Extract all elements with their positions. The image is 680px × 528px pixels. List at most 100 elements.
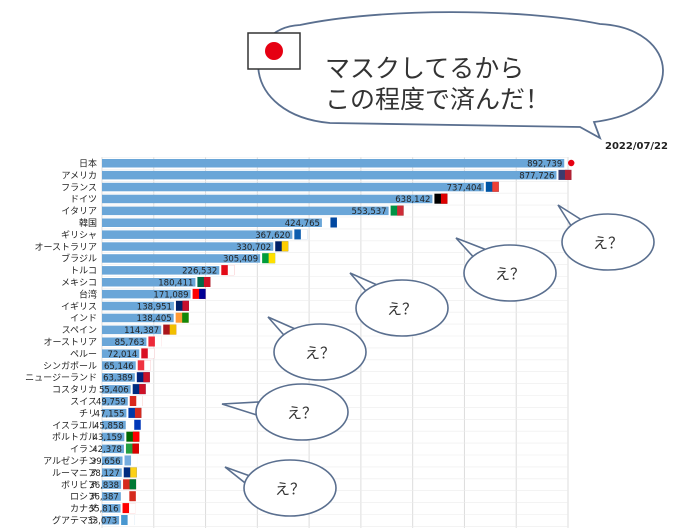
flags xyxy=(121,159,575,525)
bar xyxy=(102,432,125,442)
category-label: インド xyxy=(70,314,97,324)
value-label: 47,155 xyxy=(95,409,125,419)
small-speech-text: え？ xyxy=(287,404,317,422)
category-label: ドイツ xyxy=(70,195,97,205)
value-label: 35,816 xyxy=(89,505,119,515)
value-label: 85,763 xyxy=(115,338,145,348)
bar xyxy=(102,504,121,513)
bar xyxy=(102,230,293,239)
country-flag-icon xyxy=(175,300,189,311)
bar xyxy=(102,313,174,323)
value-label: 36,838 xyxy=(89,481,119,491)
value-label: 553,537 xyxy=(351,207,386,217)
category-label: アルゼンチン xyxy=(43,455,97,467)
country-flag-icon xyxy=(126,431,140,442)
country-flag-icon xyxy=(434,193,448,204)
category-label: ロシア xyxy=(70,493,97,503)
value-label: 55,406 xyxy=(99,386,129,396)
country-flag-icon xyxy=(128,407,142,418)
bar xyxy=(102,206,389,216)
small-speech-bubble: え？ xyxy=(557,204,655,271)
country-flag-icon xyxy=(294,229,308,240)
bar xyxy=(102,170,557,180)
small-speech-bubble: え？ xyxy=(224,459,337,517)
category-label: ボリビア xyxy=(61,480,97,491)
value-label: 72,014 xyxy=(108,350,138,360)
value-label: 737,404 xyxy=(447,183,482,193)
main-speech-line-2: この程度で済んだ！ xyxy=(325,85,550,114)
value-label: 180,411 xyxy=(158,279,193,289)
value-label: 43,159 xyxy=(93,433,123,443)
bar xyxy=(102,278,196,287)
country-flag-icon xyxy=(121,515,135,525)
small-speech-bubble: え？ xyxy=(267,316,367,381)
country-flag-icon xyxy=(123,467,137,478)
bar xyxy=(102,242,274,251)
bar xyxy=(102,337,147,346)
category-labels: 日本アメリカフランスドイツイタリア韓国ギリシャオーストラリアブラジルトルコメキシ… xyxy=(25,158,97,527)
category-label: ルーマニア xyxy=(52,469,97,479)
category-label: メキシコ xyxy=(61,279,97,289)
category-label: トルコ xyxy=(70,267,97,277)
value-label: 36,387 xyxy=(89,493,119,503)
chart-bars xyxy=(102,159,565,525)
country-flag-icon xyxy=(122,503,136,514)
category-label: グアテマラ xyxy=(52,515,97,527)
bar xyxy=(102,492,121,501)
value-label: 38,127 xyxy=(90,469,120,479)
small-speech-text: え？ xyxy=(275,480,305,498)
country-flag-icon xyxy=(124,455,138,466)
category-label: 台湾 xyxy=(79,288,97,300)
value-label: 305,409 xyxy=(223,255,258,265)
bar xyxy=(102,397,128,406)
country-flag-icon xyxy=(163,324,177,335)
bar xyxy=(102,480,122,489)
country-flag-icon xyxy=(390,205,404,216)
country-flag-icon xyxy=(558,169,572,180)
country-flag-icon xyxy=(175,312,189,323)
category-label: イギリス xyxy=(61,301,97,312)
value-label: 63,389 xyxy=(103,374,133,384)
value-label: 42,378 xyxy=(92,445,122,455)
main-speech-line-1: マスクしてるから xyxy=(325,54,524,83)
value-label: 114,387 xyxy=(124,326,159,336)
country-flag-icon xyxy=(275,241,289,252)
small-speech-text: え？ xyxy=(387,300,417,318)
category-label: コスタリカ xyxy=(52,385,97,396)
value-label: 49,759 xyxy=(96,398,126,408)
value-label: 638,142 xyxy=(395,195,430,205)
bar xyxy=(102,420,126,430)
category-label: ペルー xyxy=(70,350,97,360)
category-label: ブラジル xyxy=(61,253,97,265)
bar xyxy=(102,444,124,454)
country-flag-icon xyxy=(221,265,235,276)
country-flag-icon xyxy=(122,491,136,502)
small-speech-bubble: え？ xyxy=(349,272,449,337)
category-label: オーストリア xyxy=(43,337,97,348)
main-speech-bubble: マスクしてるから この程度で済んだ！ xyxy=(257,11,664,140)
country-flag-icon xyxy=(137,360,151,371)
bar xyxy=(102,456,123,465)
bar xyxy=(102,266,220,275)
small-speech-bubble: え？ xyxy=(455,237,557,302)
value-label: 39,656 xyxy=(91,457,121,467)
small-speech-text: え？ xyxy=(593,234,623,252)
bar xyxy=(102,218,322,227)
country-flag-icon xyxy=(192,288,206,299)
category-label: 韓国 xyxy=(79,218,97,229)
category-label: イラン xyxy=(70,444,97,455)
value-label: 892,739 xyxy=(527,160,562,170)
country-flag-icon xyxy=(197,277,211,287)
country-flag-icon xyxy=(485,181,499,192)
bar xyxy=(102,289,191,299)
bar xyxy=(102,516,120,525)
bar xyxy=(102,159,565,168)
country-flag-icon xyxy=(148,336,162,347)
country-flag-icon xyxy=(127,419,141,430)
value-label: 424,765 xyxy=(285,219,320,229)
value-label: 367,620 xyxy=(255,231,290,241)
bar xyxy=(102,361,136,370)
bar xyxy=(102,182,484,192)
value-label: 171,089 xyxy=(153,290,188,300)
